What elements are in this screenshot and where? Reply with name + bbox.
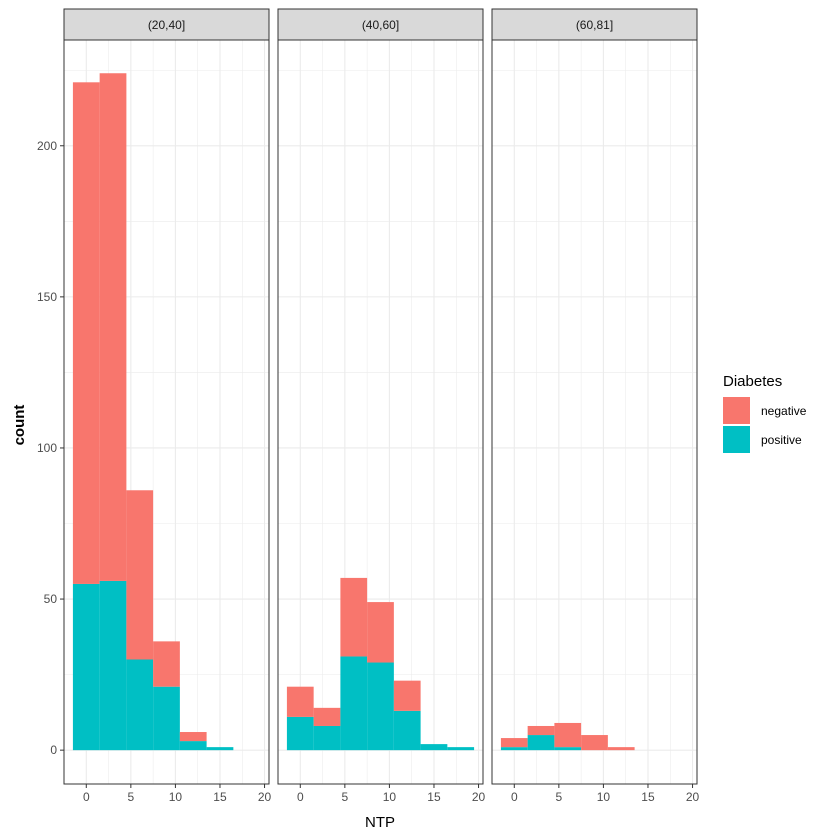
facet-strip-label: (20,40] bbox=[148, 18, 185, 32]
x-tick-label: 15 bbox=[641, 790, 655, 804]
x-tick-label: 15 bbox=[427, 790, 441, 804]
panel-border bbox=[277, 39, 484, 785]
bar-negative bbox=[313, 707, 341, 726]
legend-key-negative bbox=[723, 397, 750, 424]
bar-negative bbox=[500, 738, 528, 748]
facet-panel: (20,40] 0 5 10 15 20 bbox=[63, 8, 272, 804]
bar-negative bbox=[126, 490, 154, 660]
bar-negative bbox=[286, 686, 314, 717]
bar-positive bbox=[313, 725, 341, 751]
facet-strip-label: (60,81] bbox=[576, 18, 613, 32]
legend-key-positive bbox=[723, 426, 750, 453]
bar-negative bbox=[367, 602, 394, 663]
x-tick-label: 0 bbox=[83, 790, 90, 804]
bar-negative bbox=[554, 722, 582, 748]
x-tick-label: 5 bbox=[342, 790, 349, 804]
legend-title: Diabetes bbox=[723, 373, 782, 390]
x-tick-label: 5 bbox=[556, 790, 563, 804]
facet-strip bbox=[63, 8, 270, 41]
bar-negative bbox=[340, 577, 368, 657]
legend: Diabetes negative positive bbox=[723, 373, 807, 453]
bar-positive bbox=[420, 744, 448, 751]
gridlines bbox=[491, 40, 697, 784]
bar-negative bbox=[393, 680, 421, 711]
x-tick-label: 0 bbox=[511, 790, 518, 804]
bar-positive bbox=[447, 747, 475, 751]
bar-positive bbox=[206, 747, 234, 751]
bar-positive bbox=[99, 580, 127, 751]
panel-border bbox=[491, 39, 698, 785]
x-axis-title: NTP bbox=[365, 814, 395, 831]
y-tick-label: 200 bbox=[37, 139, 57, 153]
legend-label-negative: negative bbox=[761, 404, 807, 418]
bar-positive bbox=[126, 659, 154, 751]
bar-positive bbox=[179, 741, 207, 751]
facet-panel: (60,81] 0 5 10 15 20 bbox=[491, 8, 700, 804]
bars bbox=[500, 722, 635, 751]
facet-panels: (20,40] 0 5 10 15 20 (40,60] 0 5 10 15 20 (60,81] 0 5 1… bbox=[63, 8, 700, 804]
bar-positive bbox=[286, 716, 314, 751]
bar-negative bbox=[527, 725, 555, 736]
bar-positive bbox=[340, 656, 368, 751]
x-tick-label: 20 bbox=[258, 790, 272, 804]
x-tick-label: 10 bbox=[169, 790, 183, 804]
x-tick-label: 0 bbox=[297, 790, 304, 804]
facet-strip bbox=[491, 8, 698, 41]
x-tick-label: 20 bbox=[686, 790, 700, 804]
bars bbox=[72, 73, 234, 751]
bar-negative bbox=[581, 735, 608, 751]
x-tick-label: 20 bbox=[472, 790, 486, 804]
panel-border bbox=[63, 39, 270, 785]
bar-negative bbox=[99, 73, 127, 581]
facet-strip-label: (40,60] bbox=[362, 18, 399, 32]
y-tick-label: 0 bbox=[50, 743, 57, 757]
x-tick-label: 5 bbox=[128, 790, 135, 804]
facet-panel: (40,60] 0 5 10 15 20 bbox=[277, 8, 486, 804]
bar-positive bbox=[72, 583, 100, 751]
bar-negative bbox=[153, 641, 180, 687]
y-axis-title: count bbox=[11, 405, 28, 446]
bar-positive bbox=[393, 710, 421, 751]
y-tick-label: 50 bbox=[44, 592, 58, 606]
bar-positive bbox=[527, 735, 555, 751]
bar-positive bbox=[153, 686, 180, 751]
bar-negative bbox=[607, 747, 635, 751]
y-axis: 0 50 100 150 200 bbox=[37, 139, 64, 757]
bar-positive bbox=[554, 747, 582, 751]
bar-positive bbox=[367, 662, 394, 751]
bar-positive bbox=[500, 747, 528, 751]
bar-negative bbox=[72, 82, 100, 584]
panel-background bbox=[492, 40, 697, 784]
bar-negative bbox=[179, 732, 207, 742]
legend-label-positive: positive bbox=[761, 433, 802, 447]
facet-strip bbox=[277, 8, 484, 41]
y-tick-label: 150 bbox=[37, 290, 57, 304]
y-tick-label: 100 bbox=[37, 441, 57, 455]
x-tick-label: 10 bbox=[383, 790, 397, 804]
x-tick-label: 15 bbox=[213, 790, 227, 804]
bars bbox=[286, 577, 475, 751]
x-tick-label: 10 bbox=[597, 790, 611, 804]
